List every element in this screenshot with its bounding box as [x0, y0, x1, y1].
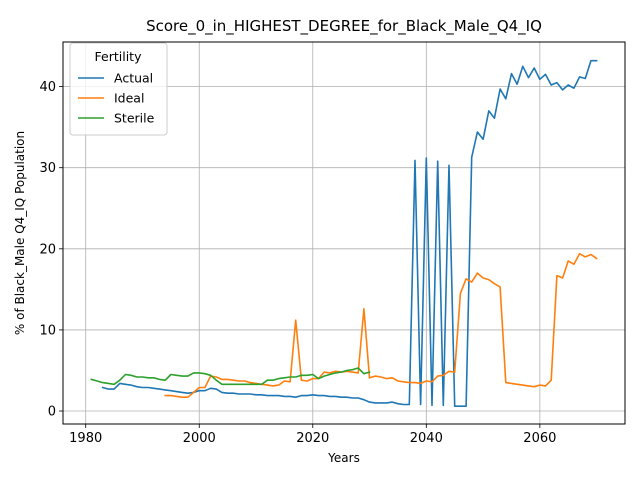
legend-label-ideal: Ideal: [114, 91, 144, 106]
grid-lines: [63, 42, 625, 424]
y-tick-label: 10: [39, 323, 56, 338]
y-tick-label: 20: [39, 242, 56, 257]
series-layer: [90, 59, 598, 407]
series-line-ideal: [164, 252, 598, 398]
legend-box: [69, 42, 168, 136]
x-axis: 1980 2000 2020 2040 2060: [69, 424, 556, 446]
y-axis-label: % of Black_Male Q4_IQ Population: [13, 131, 27, 335]
legend-label-actual: Actual: [114, 71, 153, 86]
x-tick-label: 2060: [523, 431, 556, 446]
series-line-sterile: [90, 367, 371, 386]
legend: Fertility Actual Ideal Sterile: [69, 42, 168, 136]
y-tick-label: 0: [48, 405, 56, 420]
x-tick-label: 1980: [69, 431, 102, 446]
x-tick-label: 2000: [183, 431, 216, 446]
legend-title: Fertility: [95, 49, 143, 64]
y-axis: 0 10 20 30 40: [39, 80, 63, 420]
legend-label-sterile: Sterile: [114, 111, 155, 126]
x-tick-label: 2040: [410, 431, 443, 446]
plot-frame: [62, 41, 626, 425]
chart-title: Score_0_in_HIGHEST_DEGREE_for_Black_Male…: [146, 17, 542, 36]
x-axis-label: Years: [327, 451, 360, 465]
legend-entries: Actual Ideal Sterile: [78, 71, 155, 126]
y-tick-label: 30: [39, 161, 56, 176]
series-line-actual: [101, 59, 598, 407]
y-tick-label: 40: [39, 80, 56, 95]
x-tick-label: 2020: [296, 431, 329, 446]
